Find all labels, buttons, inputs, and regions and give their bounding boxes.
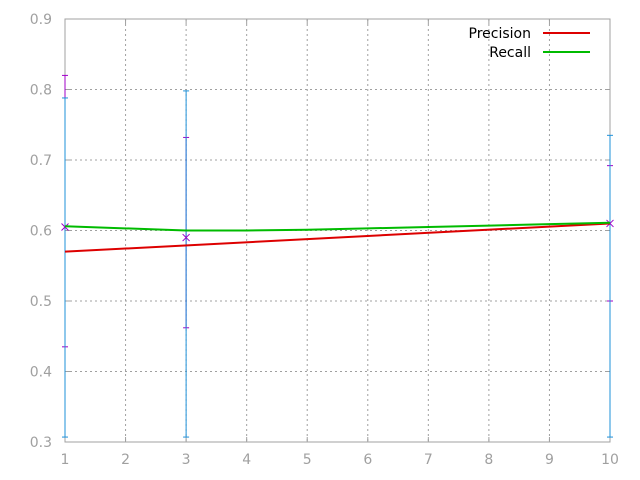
x-tick-label: 4 xyxy=(242,452,251,468)
x-tick-label: 7 xyxy=(424,452,433,468)
x-tick-label: 6 xyxy=(363,452,372,468)
x-tick-label: 5 xyxy=(303,452,312,468)
legend-label-precision: Precision xyxy=(469,26,531,42)
y-tick-label: 0.6 xyxy=(30,224,52,240)
series-line-recall xyxy=(64,221,611,232)
x-tick-label: 1 xyxy=(61,452,70,468)
y-tick-label: 0.9 xyxy=(30,12,52,28)
legend-label-recall: Recall xyxy=(489,45,531,61)
y-tick-label: 0.8 xyxy=(30,83,52,99)
y-tick-label: 0.7 xyxy=(30,153,52,169)
grid xyxy=(65,19,610,442)
x-tick-label: 10 xyxy=(601,452,619,468)
x-tick-label: 2 xyxy=(121,452,130,468)
x-tick-label: 3 xyxy=(182,452,191,468)
error-bars xyxy=(61,74,614,438)
axes: 1 2 3 4 5 6 7 8 9 10 0.3 0.4 0.5 0.6 0.7 0.8 0.9 xyxy=(30,12,619,468)
y-tick-label: 0.5 xyxy=(30,294,52,310)
y-tick-label: 0.4 xyxy=(30,365,52,381)
x-tick-label: 9 xyxy=(545,452,554,468)
series-lines xyxy=(64,221,611,253)
series-line-precision xyxy=(64,222,611,253)
point-marker xyxy=(182,233,190,242)
legend: Precision Recall xyxy=(469,26,590,61)
x-tick-label: 8 xyxy=(484,452,493,468)
y-tick-label: 0.3 xyxy=(30,435,52,451)
